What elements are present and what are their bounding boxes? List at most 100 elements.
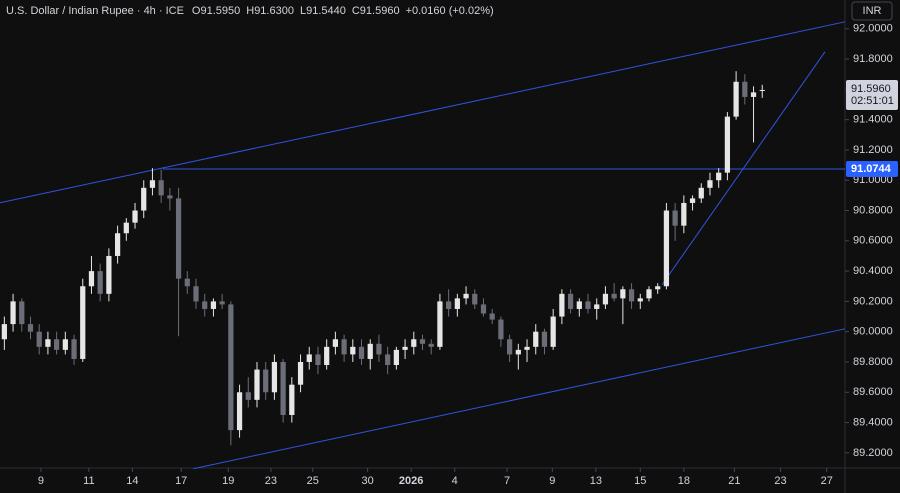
candle-body <box>132 210 138 223</box>
candle-body <box>611 293 617 299</box>
candle-body <box>106 255 112 294</box>
y-tick-label: 89.2000 <box>853 447 893 459</box>
x-tick-label: 23 <box>265 475 277 487</box>
candle-body <box>602 293 609 305</box>
candle-body <box>646 289 652 299</box>
candle-body <box>202 301 208 309</box>
x-tick-label: 23 <box>774 475 786 487</box>
candle-body <box>585 301 591 309</box>
candle-body <box>358 346 365 359</box>
x-tick-label: 4 <box>452 475 458 487</box>
candle-body <box>742 81 748 97</box>
y-tick-label: 92.0000 <box>853 23 893 35</box>
candle-body <box>141 187 147 211</box>
candle-body <box>27 324 34 332</box>
candle-body <box>498 319 504 340</box>
candle-body <box>97 271 103 294</box>
candle-body <box>716 172 722 181</box>
candle-body <box>324 346 330 366</box>
currency-label[interactable]: INR <box>863 5 882 17</box>
candle-body <box>655 286 661 290</box>
x-tick-label: 15 <box>634 475 646 487</box>
candle-body <box>297 361 304 385</box>
candle-body <box>559 293 565 317</box>
candle-body <box>507 339 513 355</box>
trend-line <box>661 51 826 286</box>
candle-body <box>71 339 77 359</box>
ohlc-value: C91.5960 <box>352 5 400 17</box>
candle-body <box>759 89 765 91</box>
candle-body <box>567 293 574 309</box>
candle-body <box>263 369 269 393</box>
candle-body <box>236 392 243 431</box>
countdown-label: 02:51:01 <box>851 95 894 107</box>
candle-body <box>306 354 312 362</box>
candle-body <box>411 339 417 347</box>
y-tick-label: 91.8000 <box>853 53 893 65</box>
candle-body <box>515 349 521 355</box>
level-label: 91.0744 <box>851 163 892 175</box>
y-tick-label: 90.6000 <box>853 235 893 247</box>
ohlc-value: L91.5440 <box>300 5 346 17</box>
candle-body <box>149 180 156 188</box>
currency-button[interactable] <box>851 1 893 21</box>
candle-body <box>750 92 757 97</box>
candle-body <box>533 331 539 347</box>
ohlc-legend: O91.5950 H91.6300 L91.5440 C91.5960 +0.0160 … <box>192 5 494 17</box>
y-tick-label: 89.6000 <box>853 386 893 398</box>
x-tick-label: 17 <box>175 475 187 487</box>
candle-body <box>54 339 60 350</box>
candle-body <box>594 304 600 309</box>
y-tick-label: 90.2000 <box>853 295 893 307</box>
candle-body <box>367 343 373 359</box>
candle-body <box>663 210 670 287</box>
candle-body <box>550 316 556 347</box>
y-tick-label: 90.4000 <box>853 265 893 277</box>
candle-body <box>689 198 696 203</box>
price-badge <box>846 79 898 110</box>
candle-body <box>576 301 582 309</box>
candle-body <box>36 331 42 347</box>
candle-body <box>524 346 530 350</box>
candle-body <box>184 278 190 287</box>
y-tick-label: 90.8000 <box>853 204 893 216</box>
candle-body <box>245 392 251 400</box>
candle-body <box>193 286 199 302</box>
x-tick-label: 30 <box>361 475 373 487</box>
candle-body <box>350 346 356 355</box>
candle-body <box>489 313 495 320</box>
x-tick-label: 14 <box>126 475 138 487</box>
candle-body <box>80 286 86 359</box>
candle-body <box>446 301 452 309</box>
candle-body <box>1 324 7 340</box>
candle-body <box>620 289 626 299</box>
candle-body <box>707 180 713 188</box>
candle-body <box>315 354 321 366</box>
candle-body <box>123 222 129 234</box>
candle-body <box>158 180 164 196</box>
x-tick-label: 25 <box>307 475 319 487</box>
candle-body <box>541 331 548 347</box>
candle-body <box>228 304 234 431</box>
candle-body <box>463 293 469 299</box>
candle-body <box>672 210 678 226</box>
candle-body <box>167 195 173 199</box>
x-tick-label: 13 <box>590 475 602 487</box>
candle-body <box>45 339 51 347</box>
x-tick-label: 11 <box>83 475 94 487</box>
ohlc-value: O91.5950 <box>192 5 240 17</box>
candle-body <box>10 301 16 325</box>
change-value: +0.0160 (+0.02%) <box>406 5 494 17</box>
y-tick-label: 90.0000 <box>853 326 893 338</box>
candle-body <box>280 361 286 415</box>
trend-line <box>0 21 846 204</box>
candle-body <box>341 339 347 355</box>
y-tick-label: 91.4000 <box>853 114 893 126</box>
level-badge <box>846 160 898 177</box>
candle-body <box>19 301 25 325</box>
candle-body <box>628 289 635 302</box>
candle-body <box>393 349 399 366</box>
candle-body <box>454 298 460 309</box>
